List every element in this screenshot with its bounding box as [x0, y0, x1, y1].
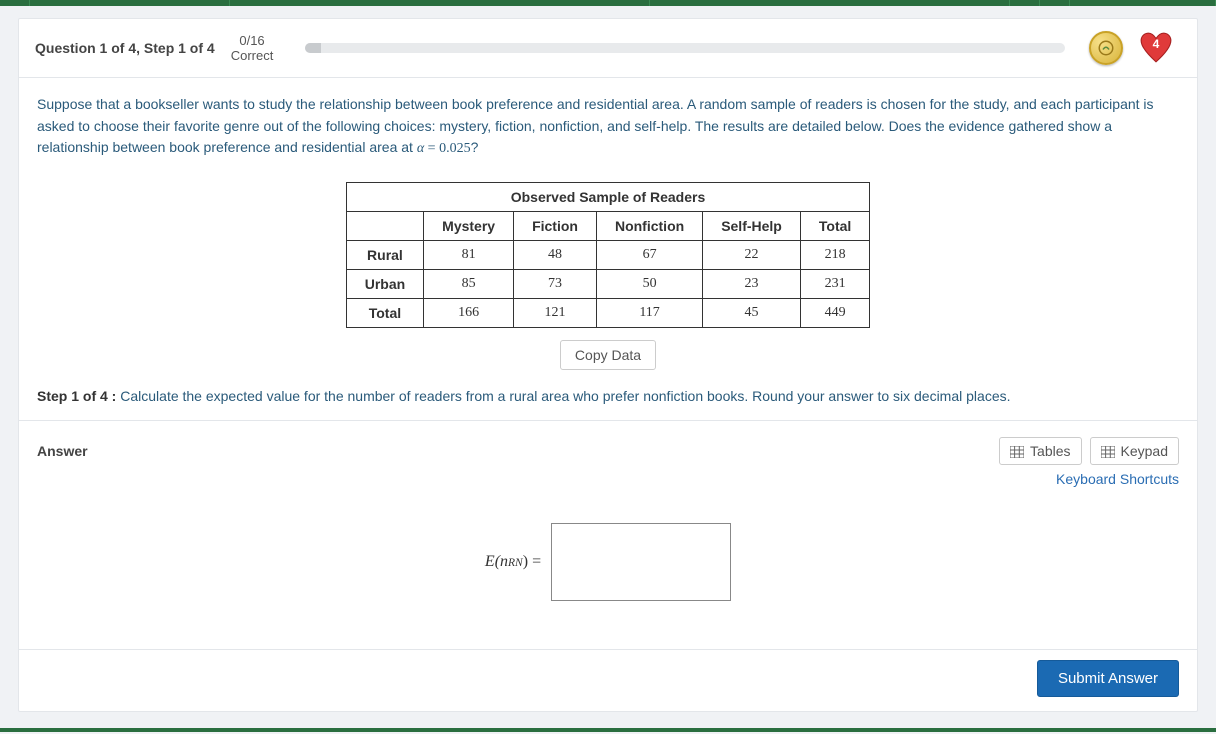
- col-header: Nonfiction: [596, 212, 702, 241]
- coin-icon[interactable]: [1089, 31, 1123, 65]
- cell: 121: [514, 299, 597, 328]
- progress-bar: [305, 43, 1065, 53]
- answer-input[interactable]: [551, 523, 731, 601]
- tables-button-label: Tables: [1030, 443, 1070, 459]
- problem-text-post: ?: [471, 139, 479, 155]
- copy-data-button[interactable]: Copy Data: [560, 340, 656, 370]
- cell: 45: [703, 299, 801, 328]
- answer-label: Answer: [37, 443, 88, 459]
- cell: 22: [703, 241, 801, 270]
- table-corner: [346, 212, 423, 241]
- cell: 166: [424, 299, 514, 328]
- cell: 67: [596, 241, 702, 270]
- question-header: Question 1 of 4, Step 1 of 4 0/16 Correc…: [19, 19, 1197, 78]
- expected-value-lhs: E(nRN) =: [485, 553, 541, 571]
- cell: 48: [514, 241, 597, 270]
- cell: 81: [424, 241, 514, 270]
- problem-text-pre: Suppose that a bookseller wants to study…: [37, 96, 1154, 155]
- keypad-button[interactable]: Keypad: [1090, 437, 1179, 465]
- data-table: Observed Sample of Readers Mystery Ficti…: [346, 182, 871, 328]
- submit-answer-button[interactable]: Submit Answer: [1037, 660, 1179, 697]
- cell: 218: [800, 241, 869, 270]
- step-instruction: Step 1 of 4 : Calculate the expected val…: [37, 388, 1179, 404]
- row-label: Total: [346, 299, 423, 328]
- row-label: Urban: [346, 270, 423, 299]
- row-label: Rural: [346, 241, 423, 270]
- tables-button[interactable]: Tables: [999, 437, 1081, 465]
- keyboard-shortcuts-link[interactable]: Keyboard Shortcuts: [37, 471, 1179, 487]
- cell: 449: [800, 299, 869, 328]
- step-label: Step 1 of 4 :: [37, 388, 116, 404]
- cell: 50: [596, 270, 702, 299]
- cell: 73: [514, 270, 597, 299]
- col-header: Self-Help: [703, 212, 801, 241]
- problem-text: Suppose that a bookseller wants to study…: [37, 94, 1179, 160]
- heart-count: 4: [1139, 37, 1173, 51]
- col-header: Fiction: [514, 212, 597, 241]
- step-text: Calculate the expected value for the num…: [116, 388, 1010, 404]
- top-stripe: [0, 0, 1216, 6]
- keypad-icon: [1101, 445, 1115, 457]
- grid-icon: [1010, 445, 1024, 457]
- correct-count: 0/16: [231, 33, 274, 48]
- table-row: Urban 85 73 50 23 231: [346, 270, 870, 299]
- cell: 85: [424, 270, 514, 299]
- table-row: Total 166 121 117 45 449: [346, 299, 870, 328]
- correct-counter: 0/16 Correct: [215, 33, 290, 63]
- alpha-value: = 0.025: [424, 141, 470, 156]
- cell: 23: [703, 270, 801, 299]
- col-header: Mystery: [424, 212, 514, 241]
- col-header: Total: [800, 212, 869, 241]
- keypad-button-label: Keypad: [1121, 443, 1168, 459]
- cell: 117: [596, 299, 702, 328]
- bottom-stripe: [0, 728, 1216, 732]
- table-row: Rural 81 48 67 22 218: [346, 241, 870, 270]
- heart-icon[interactable]: 4: [1139, 31, 1173, 65]
- question-title: Question 1 of 4, Step 1 of 4: [35, 40, 215, 56]
- cell: 231: [800, 270, 869, 299]
- table-caption: Observed Sample of Readers: [346, 183, 870, 212]
- correct-label: Correct: [231, 48, 274, 63]
